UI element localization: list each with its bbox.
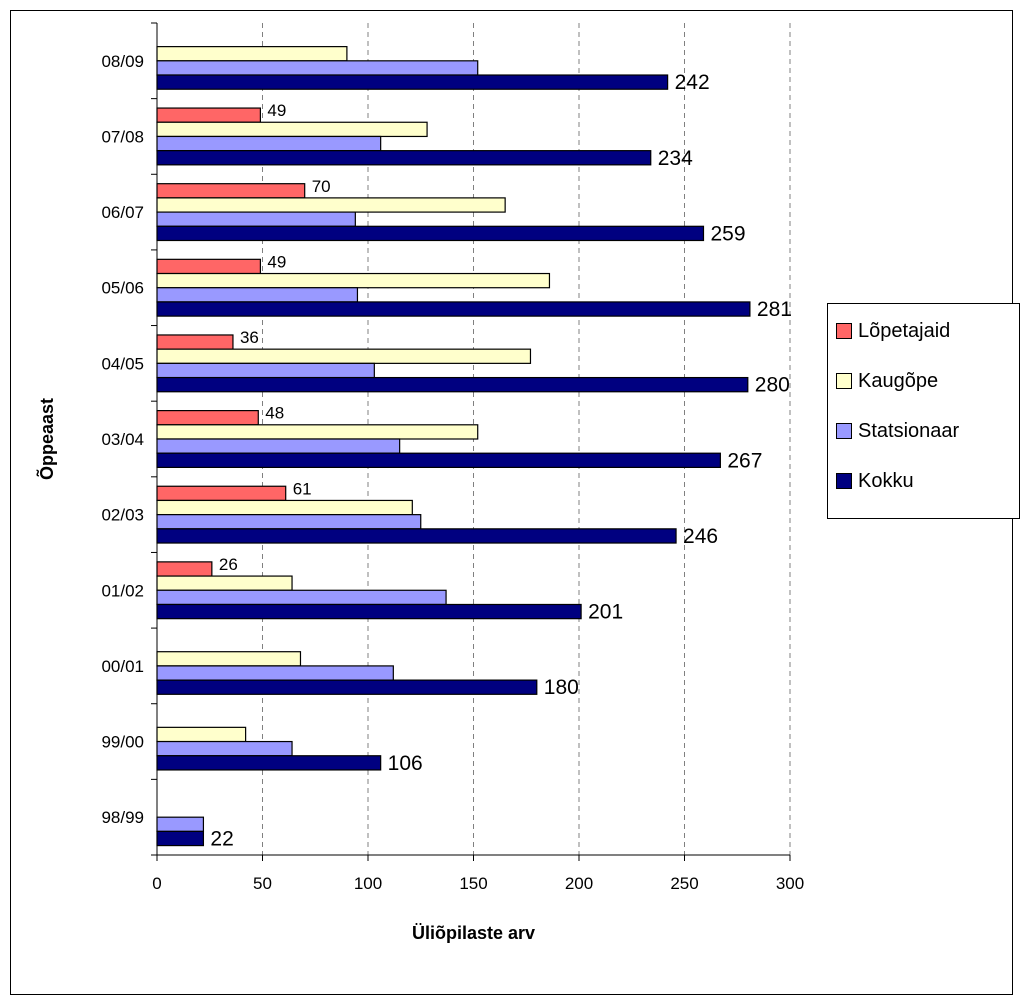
bar — [156, 121, 428, 138]
data-label: 106 — [388, 752, 423, 775]
bar — [156, 362, 375, 379]
bar — [156, 651, 302, 667]
legend-label: Lõpetajaid — [858, 319, 951, 342]
bar — [156, 499, 413, 516]
data-label: 259 — [710, 222, 745, 245]
legend-swatch — [836, 373, 852, 389]
y-tick-label: 07/08 — [101, 127, 144, 146]
x-tick-label: 300 — [776, 874, 804, 893]
legend-swatch — [836, 473, 852, 489]
axes: 0 50 100 150 200 250 300 98/99 99/00 00/01 01/02 02… — [101, 22, 804, 893]
x-tick-label: 50 — [253, 874, 272, 893]
bar — [156, 740, 293, 757]
legend-label: Kokku — [858, 469, 914, 492]
bar — [156, 272, 551, 289]
bar — [156, 258, 261, 275]
data-label: 36 — [240, 328, 259, 347]
legend-item: Kaugõpe — [836, 366, 938, 396]
bar — [156, 665, 394, 681]
legend-label: Statsionaar — [858, 419, 960, 442]
data-label: 70 — [312, 177, 331, 196]
legend-item: Statsionaar — [836, 416, 959, 446]
legend: Lõpetajaid Kaugõpe Statsionaar Kokku — [827, 303, 1020, 519]
y-tick-label: 02/03 — [101, 506, 144, 525]
x-tick-label: 250 — [670, 874, 698, 893]
x-tick-label: 100 — [354, 874, 382, 893]
bar — [156, 301, 751, 317]
legend-swatch — [836, 423, 852, 439]
data-label: 61 — [293, 479, 312, 498]
legend-swatch — [836, 323, 852, 339]
bar — [156, 135, 382, 152]
data-label: 48 — [265, 404, 284, 423]
bar — [156, 830, 205, 847]
bar — [156, 376, 749, 393]
legend-label: Kaugõpe — [858, 369, 939, 392]
bar — [156, 150, 652, 166]
bar — [156, 225, 705, 242]
bar — [156, 334, 234, 350]
bar — [156, 816, 205, 832]
bar — [156, 74, 669, 90]
y-tick-label: 03/04 — [101, 430, 144, 449]
bar — [156, 589, 447, 606]
bar — [156, 107, 261, 123]
data-label: 246 — [683, 525, 718, 548]
data-label: 280 — [755, 374, 790, 397]
y-tick-label: 05/06 — [101, 279, 144, 298]
bar — [156, 424, 479, 440]
bar — [156, 287, 359, 303]
bar — [156, 183, 306, 199]
y-axis-title: Õppeaast — [36, 398, 57, 480]
bar — [156, 438, 401, 454]
bar — [156, 755, 382, 771]
data-label: 281 — [757, 298, 792, 321]
x-tick-label: 150 — [459, 874, 487, 893]
data-label: 49 — [267, 101, 286, 120]
data-label: 201 — [588, 601, 623, 624]
bar — [156, 211, 356, 227]
x-tick-label: 0 — [152, 874, 161, 893]
data-label: 49 — [267, 252, 286, 271]
data-label: 267 — [727, 449, 762, 472]
y-tick-label: 99/00 — [101, 733, 144, 752]
y-tick-label: 01/02 — [101, 581, 144, 600]
legend-item: Lõpetajaid — [836, 316, 950, 346]
bar — [156, 197, 506, 213]
y-tick-label: 00/01 — [101, 657, 144, 676]
bar — [156, 561, 213, 577]
data-label: 180 — [544, 676, 579, 699]
bar — [156, 452, 721, 469]
data-label: 234 — [658, 147, 693, 170]
bar — [156, 514, 422, 530]
bar — [156, 348, 532, 364]
data-label: 22 — [210, 827, 233, 850]
bar — [156, 575, 293, 591]
bar — [156, 60, 479, 76]
data-labels: 26 61 48 36 49 70 49 22 106 180 201 246 267 280 281 259… — [210, 71, 792, 850]
bar — [156, 679, 538, 695]
bar — [156, 603, 582, 620]
bar — [156, 46, 348, 62]
x-axis-title: Üliõpilaste arv — [412, 923, 535, 943]
bar — [156, 726, 247, 743]
y-tick-label: 08/09 — [101, 52, 144, 71]
data-label: 242 — [675, 71, 710, 94]
y-tick-label: 06/07 — [101, 203, 144, 222]
bar — [156, 528, 677, 544]
x-tick-label: 200 — [565, 874, 593, 893]
y-tick-label: 04/05 — [101, 354, 144, 373]
data-label: 26 — [219, 555, 238, 574]
y-tick-label: 98/99 — [101, 808, 144, 827]
bar — [156, 410, 259, 426]
bar — [156, 485, 287, 502]
legend-item: Kokku — [836, 466, 914, 496]
